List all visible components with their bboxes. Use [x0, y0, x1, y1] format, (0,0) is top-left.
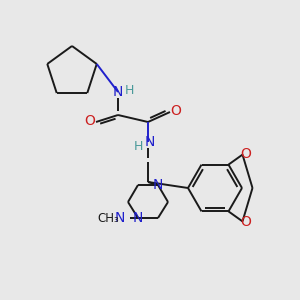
Text: N: N [145, 135, 155, 149]
Text: H: H [124, 83, 134, 97]
Text: N: N [113, 85, 123, 99]
Text: O: O [171, 104, 182, 118]
Text: N: N [115, 211, 125, 225]
Text: N: N [153, 178, 163, 192]
Text: O: O [240, 147, 251, 160]
Text: N: N [133, 211, 143, 225]
Text: O: O [240, 215, 251, 230]
Text: O: O [85, 114, 95, 128]
Text: CH₃: CH₃ [97, 212, 119, 226]
Text: H: H [133, 140, 143, 154]
